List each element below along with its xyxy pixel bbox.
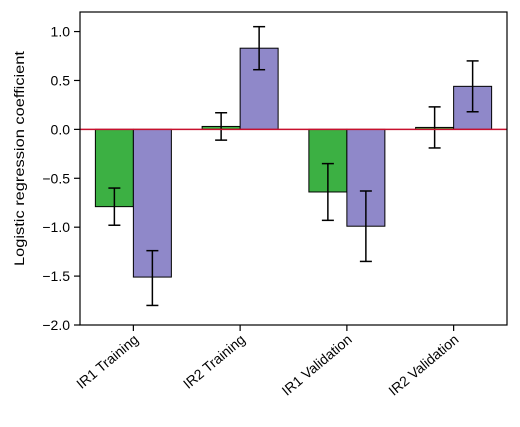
x-tick-label: IR2 Validation xyxy=(385,331,461,399)
bars-layer xyxy=(94,47,493,278)
y-tick-label: 1.0 xyxy=(51,24,71,40)
y-tick-label: −2.0 xyxy=(42,317,70,333)
x-tick-label: IR2 Training xyxy=(180,331,248,392)
y-tick-label: 0.5 xyxy=(51,72,71,88)
x-tick-label: IR1 Validation xyxy=(279,331,355,399)
y-axis-label: Logistic regression coefficient xyxy=(12,51,27,266)
plot-frame xyxy=(79,11,508,326)
y-tick-label: −1.0 xyxy=(42,219,70,235)
y-tick-label: 0.0 xyxy=(51,121,71,137)
y-axis: 1.0 0.5 0.0 −0.5 −1.0 −1.5 −2.0 xyxy=(42,24,80,333)
y-tick-label: −1.5 xyxy=(42,268,70,284)
x-tick-label: IR1 Training xyxy=(73,331,141,392)
x-axis: IR1 Training IR2 Training IR1 Validation IR… xyxy=(73,325,462,399)
y-tick-label: −0.5 xyxy=(42,170,70,186)
error-bars-layer xyxy=(108,25,479,307)
